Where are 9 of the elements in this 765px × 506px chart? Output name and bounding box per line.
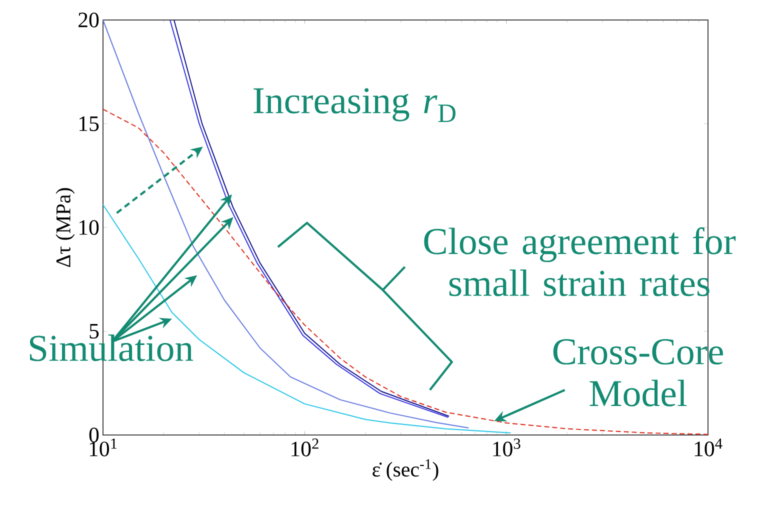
y-tick-label: 10 xyxy=(79,220,99,235)
annotation: Increasing r$_{D}$ xyxy=(254,88,456,122)
y-tick-label: 15 xyxy=(79,116,99,132)
x-tick-label: 10$^{4}$ xyxy=(694,438,722,456)
y-axis-title: Δτ (MPa) xyxy=(56,188,75,267)
x-tick-label: 10$^{2}$ xyxy=(292,438,318,456)
y-tick-label: 20 xyxy=(78,12,99,28)
x-tick-label: 10$^{3}$ xyxy=(493,438,520,456)
x-axis-title: ε̇ (sec$^{-1}$) xyxy=(372,459,438,481)
